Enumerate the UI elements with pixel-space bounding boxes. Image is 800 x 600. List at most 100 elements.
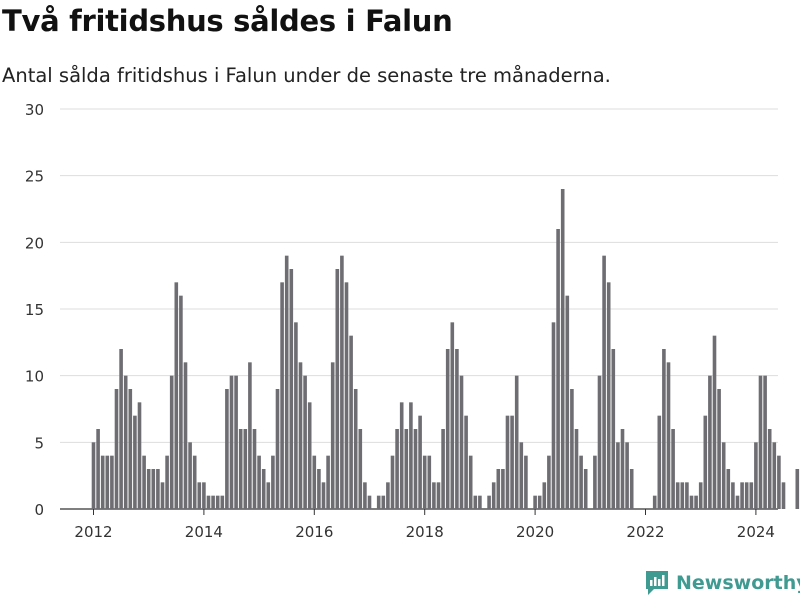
bar <box>593 455 597 509</box>
x-tick-label: 2012 <box>74 523 112 541</box>
bar <box>330 362 335 509</box>
chart-subtitle: Antal sålda fritidshus i Falun under de … <box>2 64 611 87</box>
bar <box>294 322 298 509</box>
bar <box>680 482 685 509</box>
y-tick-label: 25 <box>25 168 44 186</box>
bar <box>289 269 294 509</box>
bar <box>344 282 349 509</box>
bar <box>409 402 413 509</box>
bar <box>257 455 261 509</box>
bar <box>689 495 694 509</box>
bar <box>708 375 712 509</box>
bar <box>441 429 445 509</box>
bar <box>381 495 386 509</box>
bar <box>151 469 156 509</box>
bar <box>501 469 505 509</box>
x-tick-label: 2024 <box>737 523 775 541</box>
bar <box>321 482 326 509</box>
bar <box>547 455 551 509</box>
bar <box>777 455 781 509</box>
bar <box>335 269 340 509</box>
bar <box>238 429 243 509</box>
bar <box>349 335 353 509</box>
bar <box>675 482 680 509</box>
bar <box>284 255 289 509</box>
bar <box>220 495 225 509</box>
bar <box>271 455 275 509</box>
bar <box>694 495 698 509</box>
bar <box>496 469 501 509</box>
y-tick-label: 5 <box>34 434 44 452</box>
bar <box>579 455 583 509</box>
bar <box>772 442 777 509</box>
bar <box>795 469 800 509</box>
bar <box>280 282 284 509</box>
bar <box>422 455 427 509</box>
bar <box>744 482 749 509</box>
bar <box>450 322 455 509</box>
bar <box>602 255 606 509</box>
bar <box>119 349 123 509</box>
bar <box>763 375 767 509</box>
bar <box>105 455 110 509</box>
chart-title: Två fritidshus såldes i Falun <box>2 4 453 38</box>
bar <box>367 495 372 509</box>
bar <box>303 375 307 509</box>
bar <box>459 375 464 509</box>
bar <box>583 469 588 509</box>
bar <box>404 429 409 509</box>
bar <box>657 415 662 509</box>
bar <box>142 455 146 509</box>
bar <box>473 495 478 509</box>
bar <box>666 362 671 509</box>
bar <box>418 415 422 509</box>
bar <box>597 375 602 509</box>
bar <box>386 482 390 509</box>
bar <box>96 429 100 509</box>
bar <box>524 455 528 509</box>
bar <box>234 375 238 509</box>
bar <box>703 415 708 509</box>
bar <box>123 375 128 509</box>
bar <box>353 389 358 509</box>
x-tick-label: 2020 <box>516 523 554 541</box>
brand-logo[interactable]: Newsworthy <box>644 568 800 598</box>
bar <box>464 415 468 509</box>
bar <box>754 442 758 509</box>
bar <box>574 429 579 509</box>
bar <box>712 335 717 509</box>
bar <box>156 469 160 509</box>
bar <box>183 362 188 509</box>
bar <box>455 349 459 509</box>
bar <box>376 495 381 509</box>
bar <box>611 349 616 509</box>
bar <box>758 375 763 509</box>
bar <box>114 389 119 509</box>
bar <box>731 482 735 509</box>
bar <box>505 415 510 509</box>
bar <box>606 282 611 509</box>
bar <box>133 415 137 509</box>
newsworthy-logo-icon <box>646 571 668 595</box>
bar <box>340 255 344 509</box>
x-tick-label: 2022 <box>626 523 664 541</box>
bar <box>91 442 96 509</box>
y-tick-label: 15 <box>25 301 44 319</box>
bar <box>225 389 229 509</box>
bar <box>298 362 303 509</box>
bar <box>551 322 556 509</box>
bar <box>110 455 114 509</box>
bar <box>671 429 675 509</box>
bar <box>560 189 565 509</box>
x-tick-label: 2018 <box>406 523 444 541</box>
bar <box>620 429 625 509</box>
bar <box>510 415 514 509</box>
x-tick-label: 2016 <box>295 523 333 541</box>
bar <box>192 455 197 509</box>
bar <box>358 429 363 509</box>
bar <box>197 482 202 509</box>
bar <box>432 482 436 509</box>
bar <box>537 495 542 509</box>
bar <box>128 389 133 509</box>
bar <box>202 482 206 509</box>
